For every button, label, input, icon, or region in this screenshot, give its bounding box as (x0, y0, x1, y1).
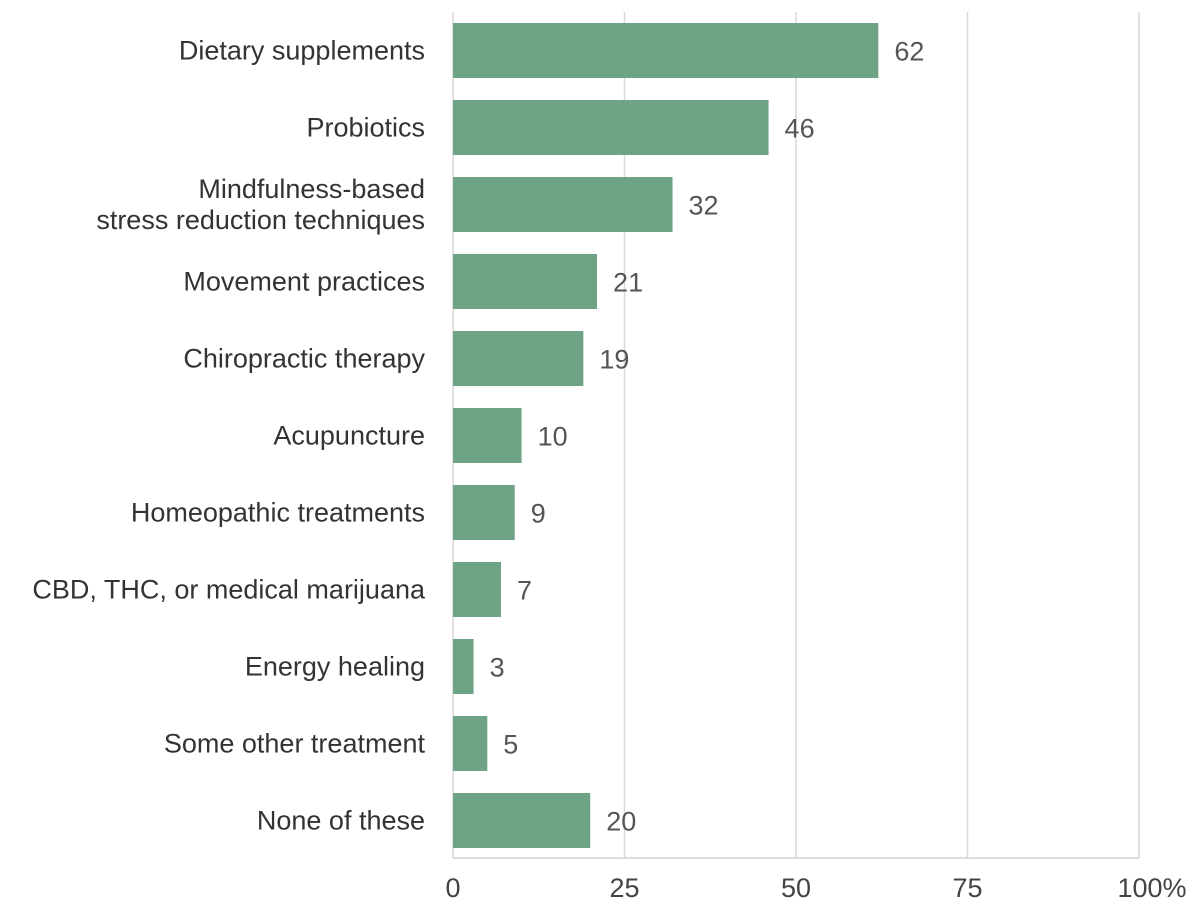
category-label-3: Movement practices (183, 267, 425, 297)
bar-7 (453, 562, 502, 617)
category-label-line: Energy healing (245, 652, 425, 682)
data-label-5: 10 (538, 422, 568, 452)
data-label-3: 21 (613, 268, 643, 298)
bars (453, 23, 879, 848)
bar-10 (453, 793, 591, 848)
category-label-2: Mindfulness-based stress reduction techni… (96, 174, 425, 235)
category-label-line: Dietary supplements (179, 36, 425, 66)
data-label-9: 5 (503, 730, 518, 760)
data-label-1: 46 (785, 114, 815, 144)
data-label-2: 32 (689, 191, 719, 221)
bar-1 (453, 100, 769, 155)
data-labels: 62 46 32 21 19 10 9 7 3 5 20 (490, 37, 925, 837)
bar-9 (453, 716, 488, 771)
bar-6 (453, 485, 515, 540)
category-label-7: CBD, THC, or medical marijuana (32, 575, 426, 605)
bar-2 (453, 177, 673, 232)
category-label-line: Homeopathic treatments (131, 498, 425, 528)
category-label-8: Energy healing (245, 652, 425, 682)
category-labels: Dietary supplements Probiotics Mindfulness… (32, 36, 426, 836)
data-label-10: 20 (606, 807, 636, 837)
category-label-1: Probiotics (306, 113, 425, 143)
bar-0 (453, 23, 879, 78)
category-label-9: Some other treatment (164, 729, 426, 759)
x-tick-label-0: 0 (445, 873, 460, 903)
data-label-7: 7 (517, 576, 532, 606)
bar-3 (453, 254, 598, 309)
x-tick-label-25: 25 (609, 873, 639, 903)
data-label-0: 62 (894, 37, 924, 67)
data-label-4: 19 (599, 345, 629, 375)
category-label-6: Homeopathic treatments (131, 498, 425, 528)
category-label-line: Acupuncture (273, 421, 425, 451)
bar-8 (453, 639, 474, 694)
data-label-8: 3 (490, 653, 505, 683)
category-label-line: Movement practices (183, 267, 425, 297)
category-label-line: Chiropractic therapy (183, 344, 425, 374)
category-label-5: Acupuncture (273, 421, 425, 451)
bar-4 (453, 331, 584, 386)
x-tick-label-50: 50 (781, 873, 811, 903)
category-label-line: None of these (257, 806, 425, 836)
category-label-line: Mindfulness-based (198, 174, 425, 204)
category-label-line: stress reduction techniques (96, 205, 425, 235)
bar-5 (453, 408, 522, 463)
category-label-line: Probiotics (306, 113, 425, 143)
x-tick-label-75: 75 (952, 873, 982, 903)
category-label-4: Chiropractic therapy (183, 344, 425, 374)
category-label-10: None of these (257, 806, 425, 836)
x-tick-label-100: 100% (1117, 873, 1186, 903)
category-label-line: Some other treatment (164, 729, 426, 759)
x-axis-tick-labels: 0 25 50 75 100% (445, 873, 1186, 903)
data-label-6: 9 (531, 499, 546, 529)
category-label-0: Dietary supplements (179, 36, 425, 66)
category-label-line: CBD, THC, or medical marijuana (32, 575, 426, 605)
